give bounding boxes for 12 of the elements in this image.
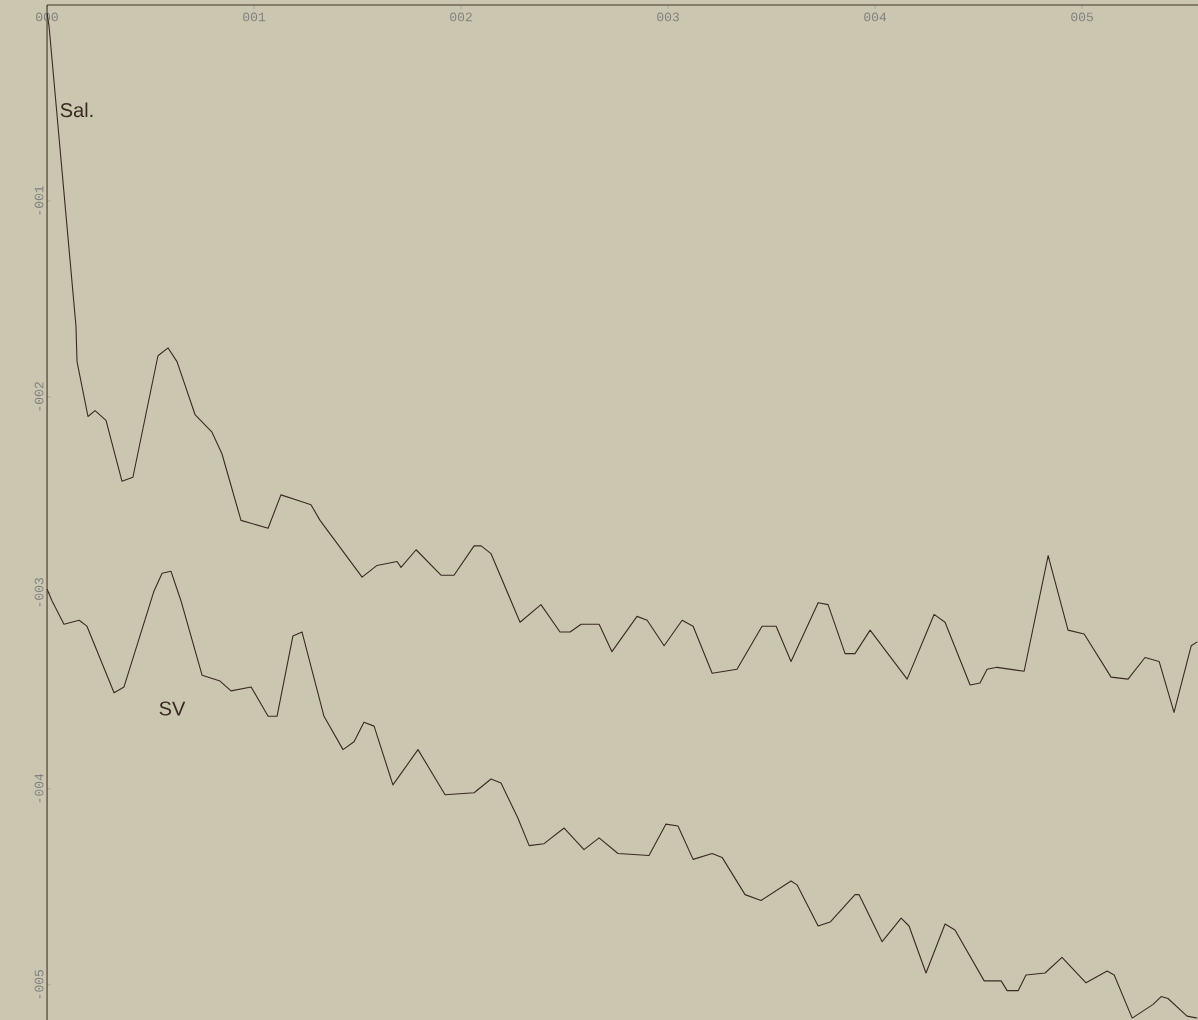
y-tick-label: -005	[34, 970, 44, 999]
y-tick-label: -003	[34, 578, 44, 607]
x-tick-label: 005	[1071, 12, 1093, 22]
x-tick-label: 001	[243, 12, 266, 22]
y-tick-label: -001	[34, 185, 44, 215]
x-tick-label: 003	[657, 12, 679, 22]
series-label: SV	[159, 701, 186, 716]
series-label: Sal.	[60, 102, 93, 118]
x-tick-label: 004	[864, 12, 887, 22]
y-tick-label: -004	[34, 773, 44, 803]
y-tick-label: -002	[34, 382, 44, 411]
x-tick-label: 002	[450, 12, 472, 22]
